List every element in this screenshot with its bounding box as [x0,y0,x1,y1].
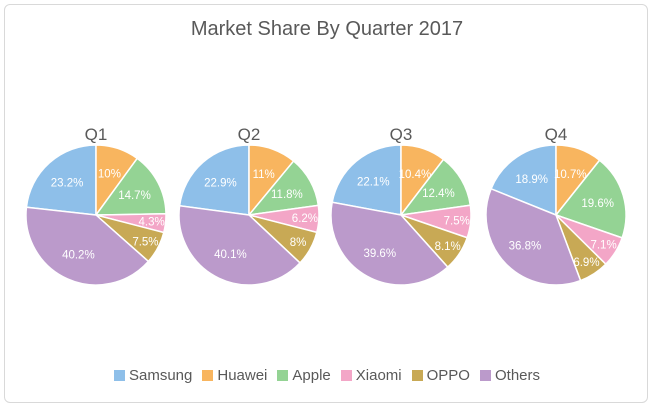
legend-label-samsung: Samsung [128,367,193,384]
data-label-q1-apple: 14.7% [118,190,151,202]
slice-q4-samsung [490,144,557,217]
slice-q4-apple [554,159,627,239]
chart-legend: Samsung Huawei Apple Xiaomi OPPO Others [0,367,654,384]
pie-title-q1: Q1 [85,125,108,144]
data-label-q3-huawei: 10.4% [399,169,432,181]
pie-q1: 23.2% 10% 14.7% 4.3% 7.5% 40.2% Q1 [25,125,167,286]
data-label-q3-xiaomi: 7.5% [444,215,470,227]
legend-label-oppo: OPPO [426,367,470,384]
legend-swatch-oppo [411,370,423,381]
legend-label-apple: Apple [292,367,331,384]
data-label-q2-samsung: 22.9% [204,177,237,189]
legend-item-apple: Apple [277,367,331,384]
data-label-q3-others: 39.6% [363,248,396,260]
pie-q2: 22.9% 11% 11.8% 6.2% 8% 40.1% Q2 [178,125,320,286]
slice-q2-samsung [178,144,250,216]
pie-q4: 18.9% 10.7% 19.6% 7.1% 6.9% 36.8% Q4 [485,125,627,286]
slice-q3-others [330,201,449,286]
legend-swatch-apple [277,370,289,381]
legend-item-xiaomi: Xiaomi [340,367,402,384]
legend-swatch-others [479,370,491,381]
chart-title: Market Share By Quarter 2017 [190,18,464,40]
data-label-q2-xiaomi: 6.2% [292,213,318,225]
legend-label-xiaomi: Xiaomi [355,367,402,384]
legend-item-huawei: Huawei [202,367,267,384]
data-label-q3-apple: 12.4% [422,188,455,200]
legend-label-others: Others [494,367,540,384]
data-label-q4-xiaomi: 7.1% [590,240,616,252]
data-label-q4-huawei: 10.7% [554,169,587,181]
data-label-q2-apple: 11.8% [271,189,303,201]
legend-label-huawei: Huawei [217,367,268,384]
data-label-q1-oppo: 7.5% [132,236,158,248]
data-label-q2-others: 40.1% [214,249,247,261]
slice-q2-others [178,204,302,286]
pie-title-q4: Q4 [545,125,568,144]
data-label-q3-oppo: 8.1% [435,241,461,253]
data-label-q4-others: 36.8% [509,240,542,252]
data-label-q4-apple: 19.6% [581,198,614,210]
data-label-q1-samsung: 23.2% [51,178,84,190]
data-label-q3-samsung: 22.1% [357,177,390,189]
slice-q1-apple [94,157,167,216]
legend-swatch-xiaomi [340,370,352,381]
slice-q1-samsung [25,144,97,216]
data-label-q1-huawei: 10% [98,169,121,181]
data-label-q4-oppo: 6.9% [573,257,599,269]
pie-q3: 22.1% 10.4% 12.4% 7.5% 8.1% 39.6% Q3 [330,125,472,286]
data-label-q1-others: 40.2% [62,250,95,262]
legend-swatch-samsung [113,370,125,381]
data-label-q1-xiaomi: 4.3% [139,217,165,229]
legend-swatch-huawei [202,370,214,381]
data-label-q2-oppo: 8% [290,237,307,249]
slice-q3-samsung [331,144,402,216]
legend-item-oppo: OPPO [411,367,470,384]
slice-q4-others [485,187,582,286]
data-label-q4-samsung: 18.9% [515,174,548,186]
slice-q1-others [25,206,150,286]
data-label-q2-huawei: 11% [253,169,275,181]
pie-title-q2: Q2 [238,125,261,144]
pie-title-q3: Q3 [390,125,413,144]
legend-item-samsung: Samsung [113,367,193,384]
legend-item-others: Others [479,367,540,384]
